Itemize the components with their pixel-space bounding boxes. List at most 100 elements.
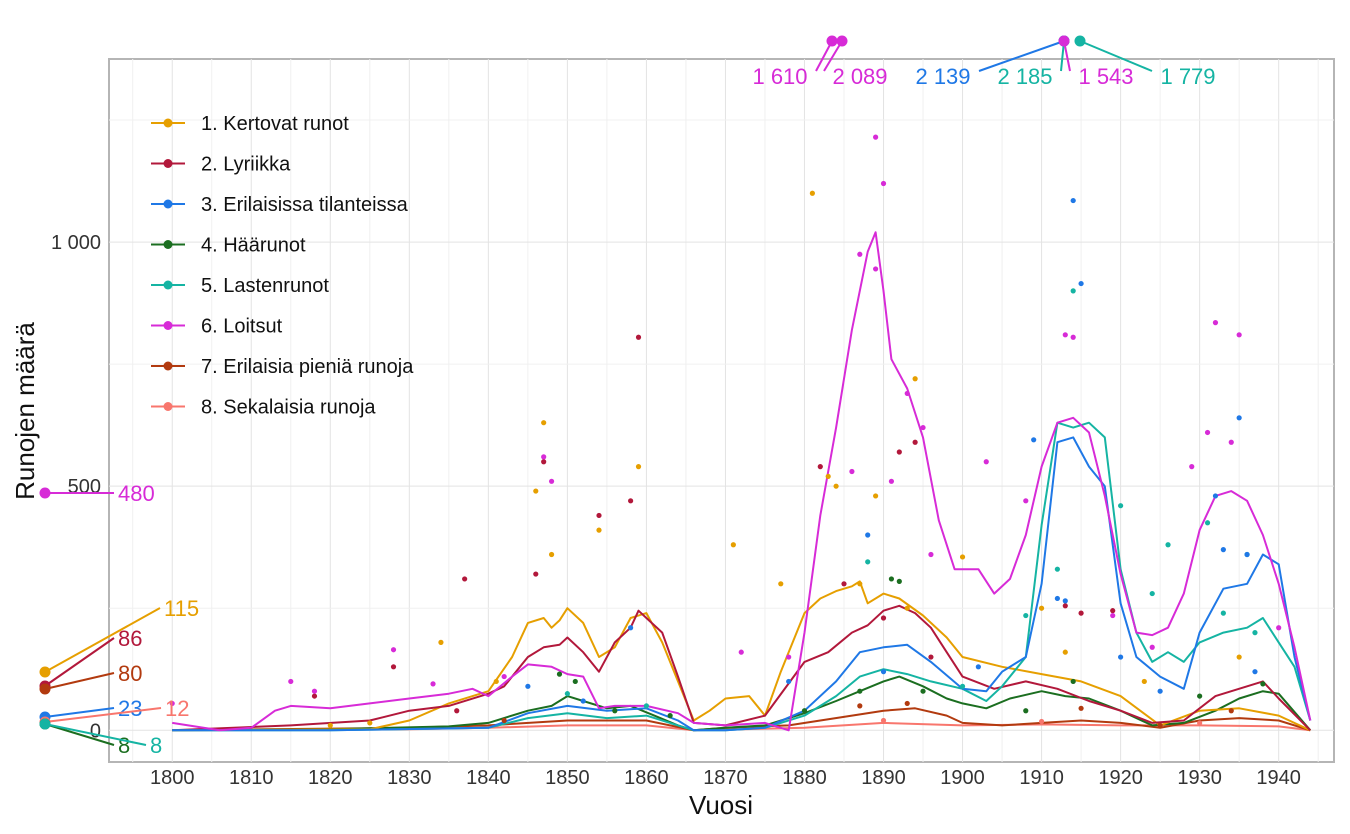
data-point [580, 698, 586, 704]
legend-key-point [163, 118, 173, 128]
data-point [1260, 681, 1266, 687]
data-point [1212, 320, 1219, 326]
edge-label: 23 [118, 696, 142, 721]
data-point [390, 647, 397, 653]
data-point [1228, 708, 1234, 714]
data-point [1078, 705, 1084, 711]
data-point [493, 678, 499, 685]
data-point [1220, 610, 1226, 616]
x-tick-label: 1880 [782, 767, 827, 789]
data-point [1197, 693, 1203, 699]
data-point [533, 571, 539, 577]
data-point [730, 542, 736, 548]
x-axis-ticks: 1800 1810 1820 1830 1840 1850 1860 1870 1880 1890… [150, 767, 1301, 789]
data-point [454, 708, 460, 714]
x-tick-label: 1870 [703, 767, 748, 789]
top-label-point [1074, 35, 1086, 47]
edge-label-line [44, 723, 115, 746]
data-point [1023, 708, 1029, 714]
data-point [920, 688, 926, 694]
data-point [311, 693, 318, 699]
x-axis-title: Vuosi [689, 790, 753, 820]
legend-key-point [163, 199, 173, 209]
data-point [1038, 718, 1045, 725]
data-point [1157, 722, 1163, 728]
legend-key-point [163, 240, 173, 249]
data-point [786, 678, 792, 685]
x-tick-label: 1810 [229, 767, 274, 789]
legend-key-point [163, 402, 173, 411]
data-point [572, 678, 578, 685]
data-point [1212, 493, 1219, 499]
edge-label: 12 [165, 696, 189, 721]
data-point [817, 464, 823, 470]
series-line-1 [172, 580, 1311, 732]
data-point [873, 493, 879, 499]
legend-label: 7. Erilaisia pieniä runoja [201, 356, 414, 378]
data-point [548, 478, 555, 484]
x-tick-label: 1890 [861, 767, 906, 789]
top-label-line [978, 40, 1065, 72]
data-point [1149, 590, 1155, 597]
data-point [635, 464, 642, 470]
data-point [612, 708, 618, 714]
edge-label-point [39, 718, 51, 730]
data-point [1062, 603, 1068, 609]
data-point [1070, 678, 1076, 685]
data-point [1078, 280, 1084, 287]
data-point [548, 551, 555, 558]
data-point [983, 459, 989, 465]
x-tick-label: 1860 [624, 767, 669, 789]
series-line-2 [172, 604, 1312, 732]
top-label-line [815, 40, 833, 72]
data-point [912, 376, 918, 382]
data-point [786, 654, 792, 660]
data-point [1204, 520, 1211, 526]
top-label-point [826, 35, 838, 47]
x-tick-label: 1910 [1019, 767, 1064, 789]
data-point [1220, 547, 1226, 553]
data-point [596, 512, 602, 519]
data-point [1118, 654, 1124, 660]
data-point [541, 454, 547, 460]
top-label: 2 089 [832, 64, 887, 89]
edge-label-line [44, 672, 115, 690]
top-label-point [1058, 35, 1070, 47]
data-point [501, 717, 507, 724]
x-tick-label: 1850 [545, 767, 590, 789]
data-point [541, 459, 547, 465]
data-point [1165, 542, 1171, 548]
data-point [738, 649, 744, 655]
legend-label: 3. Erilaisissa tilanteissa [201, 194, 409, 216]
data-point [541, 420, 547, 426]
legend-key-point [163, 361, 173, 371]
edge-label: 8 [118, 733, 130, 758]
data-point [1252, 630, 1258, 636]
legend-key-point [163, 280, 173, 290]
data-point [430, 681, 436, 687]
edge-label: 80 [118, 661, 142, 686]
edge-label-line [44, 637, 115, 687]
data-point [628, 625, 634, 631]
data-point [327, 722, 333, 728]
data-point [904, 605, 910, 611]
data-point [1252, 669, 1258, 675]
data-point [857, 581, 863, 587]
data-point [880, 717, 887, 724]
data-point [880, 615, 887, 621]
y-axis-title: Runojen määrä [10, 322, 40, 500]
data-point [1054, 566, 1060, 572]
data-point [462, 576, 468, 582]
series-points [169, 134, 1282, 728]
data-point [857, 251, 863, 257]
data-point [1031, 437, 1037, 443]
data-point [564, 691, 570, 697]
edge-label: 8 [150, 733, 162, 758]
data-point [904, 390, 910, 397]
y-tick-label: 500 [68, 476, 101, 498]
legend-label: 5. Lastenrunot [201, 275, 329, 297]
data-point [928, 654, 934, 660]
data-point [556, 671, 563, 677]
